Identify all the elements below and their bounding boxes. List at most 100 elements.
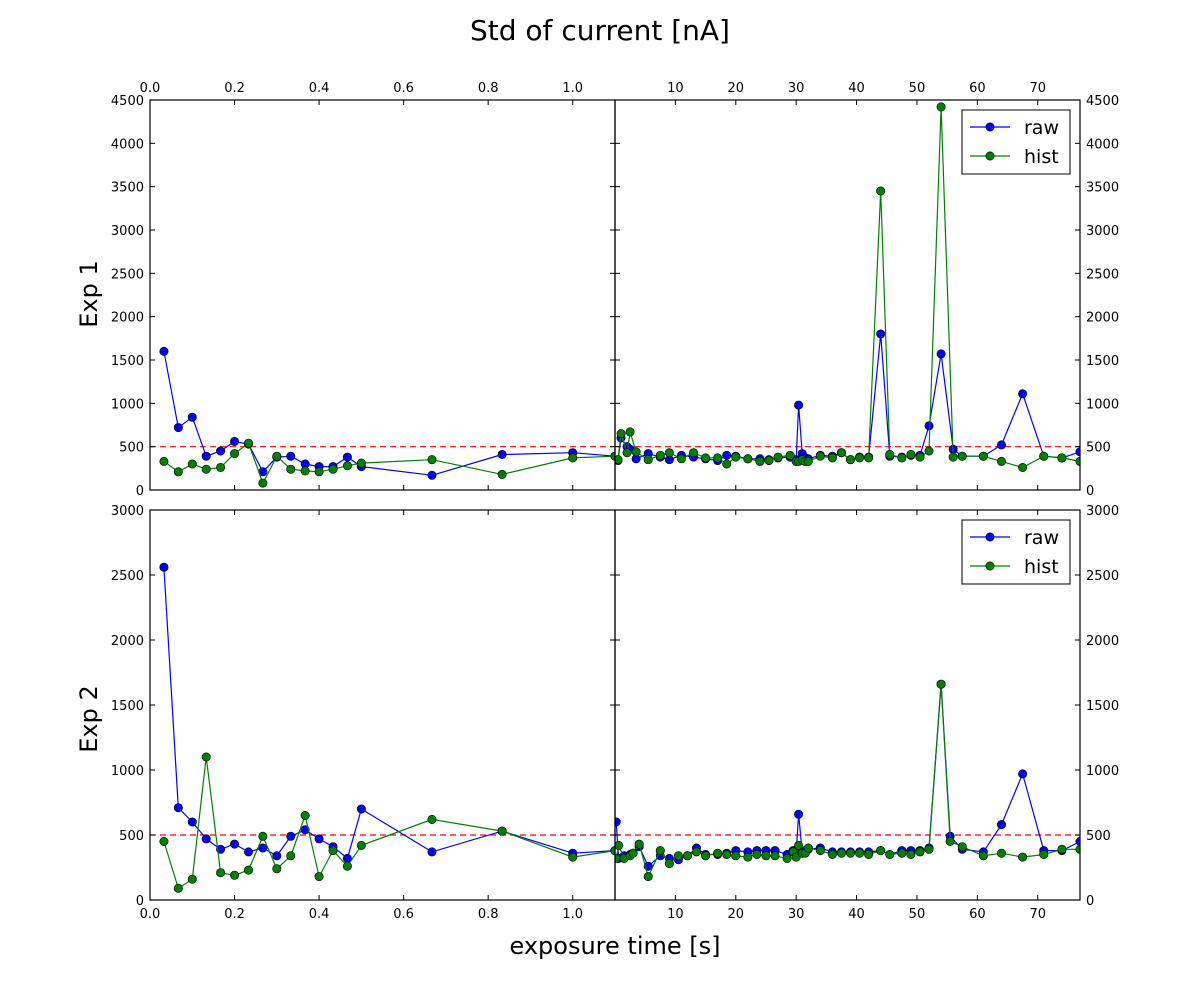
- legend-label-raw: raw: [1024, 527, 1059, 549]
- y-tick-label: 0: [1086, 484, 1094, 499]
- data-point-raw: [876, 329, 886, 339]
- data-point-raw: [272, 851, 282, 861]
- data-point-hist: [1018, 852, 1028, 862]
- data-point-raw: [300, 825, 310, 835]
- data-point-hist: [243, 865, 253, 875]
- data-point-raw: [201, 451, 211, 461]
- data-point-hist: [625, 427, 635, 437]
- data-point-hist: [1075, 844, 1080, 854]
- data-point-raw: [794, 400, 804, 410]
- data-point-raw: [794, 809, 804, 819]
- data-point-raw: [201, 834, 211, 844]
- data-point-hist: [815, 451, 825, 461]
- data-point-hist: [173, 467, 183, 477]
- panel-exp1-right: 10 20 30 40 50 60 70 0 500 1000 1500 2000 2500 3000 35…: [614, 81, 1119, 499]
- figure-title: Std of current [nA]: [470, 14, 730, 47]
- data-point-hist: [187, 874, 197, 884]
- data-point-hist: [924, 844, 934, 854]
- data-point-hist: [743, 852, 753, 862]
- data-point-raw: [924, 421, 934, 431]
- data-point-raw: [286, 451, 296, 461]
- data-point-hist: [722, 849, 732, 859]
- y-tick-label: 1500: [111, 699, 144, 714]
- data-point-hist: [615, 455, 623, 465]
- data-point-hist: [827, 453, 837, 463]
- data-point-hist: [731, 452, 741, 462]
- data-point-hist: [855, 453, 865, 463]
- data-point-hist: [568, 852, 578, 862]
- data-point-hist: [655, 846, 665, 856]
- data-point-hist: [936, 102, 946, 112]
- series-line-raw: [615, 684, 1080, 868]
- data-point-hist: [568, 453, 578, 463]
- data-point-hist: [764, 456, 774, 466]
- data-point-raw: [1075, 837, 1080, 846]
- legend-marker-raw: [985, 532, 995, 542]
- data-point-hist: [827, 849, 837, 859]
- y-tick-label: 1000: [111, 397, 144, 412]
- data-point-raw: [342, 452, 352, 462]
- y-tick-label: 3500: [1086, 181, 1119, 196]
- x-tick-label: 50: [909, 907, 926, 922]
- data-point-hist: [815, 846, 825, 856]
- y-tick-label: 500: [1086, 829, 1111, 844]
- axes-frame: [614, 99, 1081, 491]
- data-point-hist: [1039, 451, 1049, 461]
- data-point-hist: [643, 872, 653, 882]
- data-point-hist: [897, 848, 907, 858]
- data-point-hist: [631, 447, 641, 457]
- y-tick-label: 3000: [1086, 504, 1119, 519]
- data-point-raw: [1018, 389, 1028, 399]
- y-tick-label: 1500: [1086, 354, 1119, 369]
- data-point-hist: [773, 452, 783, 462]
- series-line-raw: [617, 333, 1080, 462]
- data-point-hist: [159, 456, 169, 466]
- data-point-hist: [957, 842, 967, 852]
- data-point-hist: [243, 438, 253, 448]
- x-tick-label: 1.0: [562, 81, 583, 96]
- data-point-raw: [314, 834, 324, 844]
- x-tick-label: 0.6: [393, 81, 414, 96]
- y-tick-label: 1500: [111, 354, 144, 369]
- data-point-raw: [722, 450, 732, 460]
- data-point-hist: [794, 840, 804, 850]
- data-point-hist: [664, 448, 674, 458]
- data-point-hist: [427, 455, 437, 465]
- y-tick-label: 3000: [111, 504, 144, 519]
- data-point-hist: [897, 453, 907, 463]
- data-point-raw: [159, 562, 169, 572]
- data-point-hist: [328, 846, 338, 856]
- data-point-hist: [201, 752, 211, 762]
- data-point-hist: [1039, 849, 1049, 859]
- data-point-hist: [978, 451, 988, 461]
- y-tick-label: 500: [1086, 441, 1111, 456]
- axes-frame: [149, 99, 616, 491]
- data-point-hist: [328, 464, 338, 474]
- data-point-hist: [643, 455, 653, 465]
- legend-label-hist: hist: [1024, 556, 1059, 578]
- data-point-hist: [272, 451, 282, 461]
- y-tick-label: 1000: [1086, 397, 1119, 412]
- y-tick-label: 500: [119, 441, 144, 456]
- x-tick-label: 60: [969, 907, 986, 922]
- data-point-hist: [945, 836, 955, 846]
- data-point-hist: [936, 679, 946, 689]
- data-point-hist: [342, 461, 352, 471]
- data-point-raw: [173, 423, 183, 433]
- data-point-raw: [427, 847, 437, 857]
- data-point-raw: [216, 446, 226, 456]
- data-point-hist: [272, 864, 282, 874]
- data-point-hist: [803, 843, 813, 853]
- data-point-hist: [846, 848, 856, 858]
- x-tick-label: 0.8: [478, 907, 499, 922]
- y-tick-label: 4500: [111, 94, 144, 109]
- y-tick-label: 1000: [111, 764, 144, 779]
- data-point-hist: [701, 851, 711, 861]
- data-point-hist: [782, 853, 792, 863]
- x-tick-label: 0.6: [393, 907, 414, 922]
- series-line-hist: [163, 442, 615, 485]
- data-point-hist: [615, 840, 624, 850]
- data-point-hist: [885, 449, 895, 459]
- data-point-hist: [1075, 456, 1080, 466]
- data-point-hist: [173, 883, 183, 893]
